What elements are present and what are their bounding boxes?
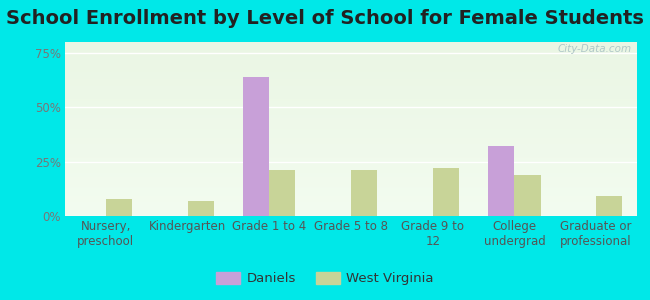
Text: School Enrollment by Level of School for Female Students: School Enrollment by Level of School for… <box>6 9 644 28</box>
Bar <box>433 168 459 216</box>
Bar <box>488 146 514 216</box>
Text: City-Data.com: City-Data.com <box>557 44 631 54</box>
Bar <box>243 77 269 216</box>
Bar <box>269 170 296 216</box>
Legend: Daniels, West Virginia: Daniels, West Virginia <box>211 266 439 290</box>
Bar <box>106 199 132 216</box>
Bar <box>351 170 377 216</box>
Bar <box>188 201 214 216</box>
Bar <box>596 196 622 216</box>
Bar <box>514 175 541 216</box>
